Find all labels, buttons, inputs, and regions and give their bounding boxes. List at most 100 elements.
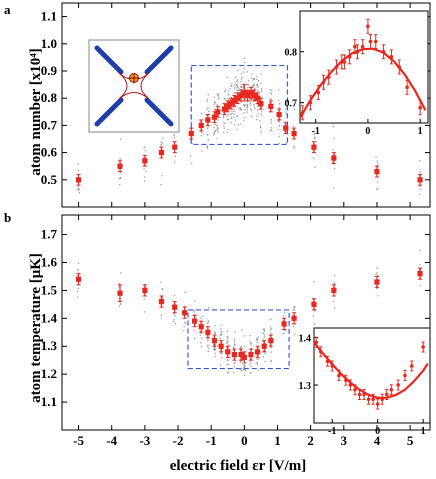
raw-shot-point (243, 335, 246, 337)
raw-shot-point (194, 300, 196, 302)
inset-data-point (421, 345, 425, 349)
data-point (75, 276, 82, 282)
raw-shot-point (270, 329, 272, 331)
raw-shot-point (226, 342, 228, 344)
raw-shot-point (233, 123, 236, 126)
inset-data-point (330, 364, 334, 368)
raw-shot-point (246, 104, 249, 107)
raw-shot-point (312, 157, 315, 159)
raw-shot-point (262, 332, 265, 334)
raw-shot-point (232, 371, 235, 374)
raw-shot-point (226, 131, 228, 134)
inset-frame (299, 10, 429, 124)
raw-shot-point (257, 369, 260, 371)
raw-shot-point (213, 96, 215, 99)
raw-shot-point (237, 107, 240, 109)
raw-shot-point (284, 329, 286, 332)
raw-shot-point (119, 138, 122, 140)
raw-shot-point (249, 104, 251, 106)
raw-shot-point (200, 337, 203, 340)
raw-shot-point (223, 127, 225, 130)
raw-shot-point (233, 113, 236, 115)
raw-shot-point (213, 349, 215, 351)
raw-shot-point (213, 131, 216, 134)
raw-shot-point (77, 189, 79, 191)
x-tick-label: 0 (241, 433, 248, 448)
raw-shot-point (277, 99, 280, 102)
inset-data-point (397, 65, 402, 69)
raw-shot-point (214, 352, 216, 355)
raw-shot-point (271, 89, 273, 92)
data-point (172, 144, 178, 150)
raw-shot-point (233, 110, 235, 113)
raw-shot-point (207, 139, 210, 141)
data-point (241, 90, 247, 96)
raw-shot-point (229, 113, 232, 116)
raw-shot-point (190, 155, 192, 157)
raw-shot-point (231, 85, 233, 88)
raw-shot-point (293, 147, 295, 149)
raw-shot-point (234, 84, 236, 86)
data-point (255, 349, 261, 355)
raw-shot-point (218, 98, 220, 100)
data-point (248, 352, 254, 358)
inset-x-tick-label: 1 (418, 126, 423, 137)
raw-shot-point (234, 82, 237, 84)
data-point (172, 304, 178, 310)
zoom-region-box (187, 309, 290, 370)
raw-shot-point (233, 347, 235, 349)
raw-shot-point (375, 273, 377, 276)
raw-shot-point (226, 97, 229, 100)
raw-shot-point (243, 57, 245, 60)
raw-shot-point (207, 107, 209, 109)
raw-shot-point (253, 106, 256, 108)
inset-data-point (326, 75, 331, 79)
raw-shot-point (226, 76, 228, 78)
x-tick-label: -4 (106, 433, 117, 448)
raw-shot-point (160, 184, 162, 186)
raw-shot-point (249, 361, 252, 363)
data-point (182, 310, 188, 316)
raw-shot-point (333, 187, 335, 189)
raw-shot-point (252, 85, 255, 88)
raw-shot-point (200, 132, 203, 134)
raw-shot-point (293, 145, 295, 147)
y-tick-label: 1.2 (41, 366, 57, 381)
raw-shot-point (234, 109, 236, 111)
raw-shot-point (251, 115, 253, 118)
raw-shot-point (249, 334, 251, 337)
raw-shot-point (246, 71, 248, 73)
raw-shot-point (144, 149, 147, 152)
data-point (255, 95, 261, 101)
raw-shot-point (332, 149, 334, 151)
raw-shot-point (212, 134, 215, 136)
raw-shot-point (217, 94, 219, 96)
raw-shot-point (253, 104, 255, 106)
raw-shot-point (214, 349, 217, 351)
raw-shot-point (77, 287, 79, 289)
raw-shot-point (249, 372, 251, 374)
raw-shot-point (244, 104, 246, 106)
raw-shot-point (224, 122, 226, 125)
raw-shot-point (233, 363, 236, 365)
inset-data-point (342, 60, 347, 64)
y-tick-label: 1.1 (41, 394, 57, 409)
raw-shot-point (223, 97, 226, 100)
raw-shot-point (419, 193, 421, 196)
raw-shot-point (193, 313, 196, 316)
raw-shot-point (173, 319, 175, 321)
raw-shot-point (243, 364, 245, 366)
raw-shot-point (184, 323, 187, 325)
raw-shot-point (260, 90, 263, 93)
raw-shot-point (206, 100, 208, 103)
data-point (276, 111, 282, 118)
raw-shot-point (260, 114, 263, 117)
raw-shot-point (257, 109, 259, 111)
raw-shot-point (219, 337, 222, 340)
raw-shot-point (119, 183, 121, 186)
raw-shot-point (201, 112, 203, 115)
inset-data-point (389, 387, 394, 392)
raw-shot-point (260, 112, 262, 115)
raw-shot-point (255, 118, 258, 121)
inset-y-tick-label: 0.8 (285, 48, 298, 59)
